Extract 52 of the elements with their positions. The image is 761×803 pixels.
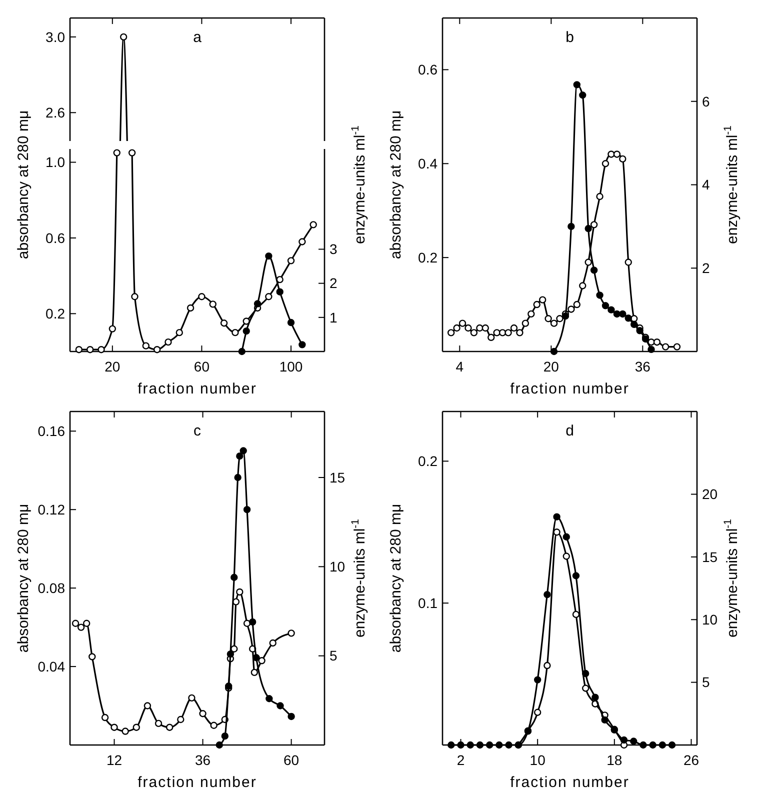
y-tick-label: 1.0 <box>46 154 66 170</box>
y-axis-title: absorbancy at 280 mμ <box>388 110 404 260</box>
y2-tick-label: 4 <box>702 176 710 193</box>
x-tick-label: 100 <box>279 358 303 374</box>
x-tick-label: 12 <box>106 752 122 768</box>
text: a <box>193 29 202 46</box>
x-tick-label: 10 <box>530 752 546 768</box>
y-tick-label: 0.1 <box>418 594 438 611</box>
y2-tick-label: 5 <box>330 648 338 664</box>
y-tick-label: 0.16 <box>38 423 66 440</box>
x-tick-label: 20 <box>104 358 120 374</box>
y-tick-label: 0.4 <box>418 156 438 172</box>
y2-tick-label: 10 <box>702 612 718 628</box>
y-axis-title: absorbancy at 280 mμ <box>15 110 32 260</box>
x-tick-label: 2 <box>456 752 465 768</box>
y-tick-label: 0.2 <box>418 453 438 470</box>
x-tick-label: 20 <box>543 358 560 374</box>
y-tick-label: 0.08 <box>38 580 66 596</box>
x-tick-label: 26 <box>683 752 700 768</box>
y2-tick-label: 15 <box>702 548 718 565</box>
y2-tick-label: 3 <box>330 241 338 258</box>
text: c <box>194 422 202 440</box>
y-axis-title: absorbancy at 280 mμ <box>15 504 32 653</box>
y2-tick-label: 10 <box>330 558 346 575</box>
y-tick-label: 0.6 <box>418 62 438 78</box>
x-axis-title: fraction number <box>138 774 257 791</box>
x-axis-title: fraction number <box>510 380 630 398</box>
text: d <box>566 422 574 440</box>
y-tick-label: 0.04 <box>38 658 66 674</box>
y-axis-title: absorbancy at 280 mμ <box>388 504 404 653</box>
x-tick-label: 36 <box>194 752 211 768</box>
x-tick-label: 36 <box>634 358 651 374</box>
x-tick-label: 60 <box>284 752 300 768</box>
y-tick-label: 0.6 <box>46 230 66 246</box>
x-axis-title: fraction number <box>138 380 257 398</box>
y2-tick-label: 2 <box>330 275 338 292</box>
y2-tick-label: 20 <box>702 486 718 502</box>
y-tick-label: 0.2 <box>46 306 66 322</box>
y-tick-label: 3.0 <box>46 28 66 45</box>
x-tick-label: 4 <box>456 358 464 374</box>
x-tick-label: 18 <box>606 752 622 768</box>
y-tick-label: 0.12 <box>38 501 66 518</box>
y2-tick-label: 15 <box>330 469 346 486</box>
y2-tick-label: 6 <box>702 93 710 110</box>
y-tick-label: 2.6 <box>46 104 66 121</box>
y-tick-label: 0.2 <box>418 249 438 266</box>
x-axis-title: fraction number <box>510 774 630 791</box>
text: b <box>566 29 574 46</box>
x-tick-label: 60 <box>194 358 210 374</box>
y2-tick-label: 2 <box>702 260 710 276</box>
y2-tick-label: 5 <box>702 674 710 690</box>
y2-tick-label: 1 <box>330 309 338 326</box>
